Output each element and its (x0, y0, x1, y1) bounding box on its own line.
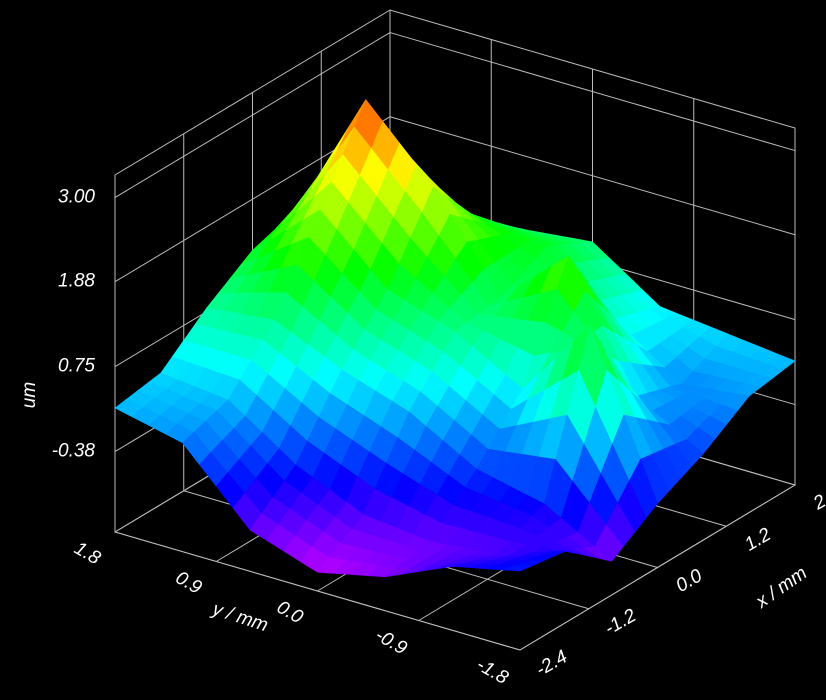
y-tick-label: 1.8 (71, 538, 105, 570)
grid-line (114, 32, 391, 198)
surface-patch (502, 565, 532, 572)
y-axis-label: y / mm (208, 598, 271, 636)
x-tick-label: -2.4 (532, 646, 571, 681)
x-tick-label: 0.0 (673, 565, 707, 597)
y-tick-label: -0.9 (372, 625, 411, 660)
y-tick-label: -1.8 (473, 654, 512, 689)
z-tick-label: 3.00 (58, 187, 95, 208)
z-axis-label: um (19, 382, 40, 408)
grid-line (519, 484, 796, 651)
x-tick-label: -1.2 (601, 605, 640, 640)
grid-line (389, 32, 796, 152)
x-tick-label: 2.4 (809, 483, 826, 515)
z-tick-label: 1.88 (58, 271, 95, 292)
z-tick-label: -0.38 (52, 441, 96, 462)
x-tick-label: 1.2 (741, 524, 775, 556)
grid-line (389, 116, 796, 236)
y-tick-label: 0.9 (172, 567, 206, 599)
z-tick-label: 0.75 (58, 356, 95, 377)
x-axis-label: x / mm (752, 563, 812, 613)
y-tick-label: 0.0 (273, 597, 307, 629)
